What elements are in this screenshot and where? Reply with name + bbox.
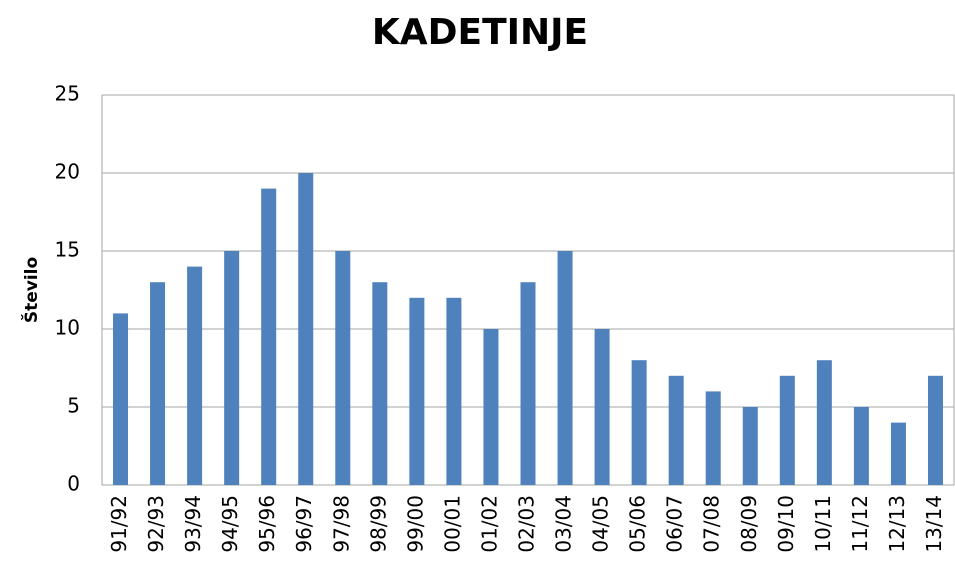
x-tick-label: 02/03 <box>515 495 539 553</box>
y-tick-label: 25 <box>55 82 80 106</box>
bar <box>483 329 499 485</box>
x-tick-label: 98/99 <box>366 495 390 553</box>
x-tick-label: 06/07 <box>663 495 687 553</box>
chart-title: KADETINJE <box>372 12 588 53</box>
bar <box>298 173 314 485</box>
x-tick-label: 00/01 <box>440 495 464 553</box>
bar <box>631 360 647 485</box>
bar <box>187 266 203 485</box>
x-tick-label: 99/00 <box>403 495 427 553</box>
y-axis-label: Število <box>20 257 42 323</box>
x-tick-label: 12/13 <box>885 495 909 553</box>
y-tick-label: 0 <box>67 472 80 496</box>
bar <box>890 422 906 485</box>
bar <box>520 282 536 485</box>
x-tick-label: 10/11 <box>811 495 835 553</box>
x-tick-label: 97/98 <box>329 495 353 553</box>
bar <box>779 375 795 485</box>
bar <box>668 375 684 485</box>
bar <box>372 282 388 485</box>
x-tick-label: 92/93 <box>144 495 168 553</box>
x-tick-label: 05/06 <box>626 495 650 553</box>
bar <box>409 297 425 485</box>
bar <box>335 251 351 485</box>
y-tick-label: 20 <box>55 160 80 184</box>
x-tick-label: 93/94 <box>181 495 205 553</box>
y-tick-label: 10 <box>55 316 80 340</box>
y-tick-label: 15 <box>55 238 80 262</box>
bar <box>853 407 869 485</box>
x-tick-label: 07/08 <box>700 495 724 553</box>
bar <box>557 251 573 485</box>
bar <box>261 188 277 485</box>
x-tick-label: 96/97 <box>292 495 316 553</box>
x-tick-label: 95/96 <box>255 495 279 553</box>
x-tick-label: 03/04 <box>552 495 576 553</box>
x-tick-label: 01/02 <box>477 495 501 553</box>
bar <box>742 407 758 485</box>
bar <box>816 360 832 485</box>
bar <box>446 297 462 485</box>
x-tick-label: 09/10 <box>774 495 798 553</box>
bar <box>927 375 943 485</box>
x-tick-label: 94/95 <box>218 495 242 553</box>
bar <box>705 391 721 485</box>
x-tick-label: 91/92 <box>107 495 131 553</box>
x-tick-label: 04/05 <box>589 495 613 553</box>
bar <box>113 313 129 485</box>
bar <box>594 329 610 485</box>
x-tick-label: 08/09 <box>737 495 761 553</box>
bar <box>150 282 166 485</box>
x-tick-label: 13/14 <box>922 495 946 553</box>
y-tick-label: 5 <box>67 394 80 418</box>
x-tick-label: 11/12 <box>848 495 872 553</box>
bar <box>224 251 240 485</box>
